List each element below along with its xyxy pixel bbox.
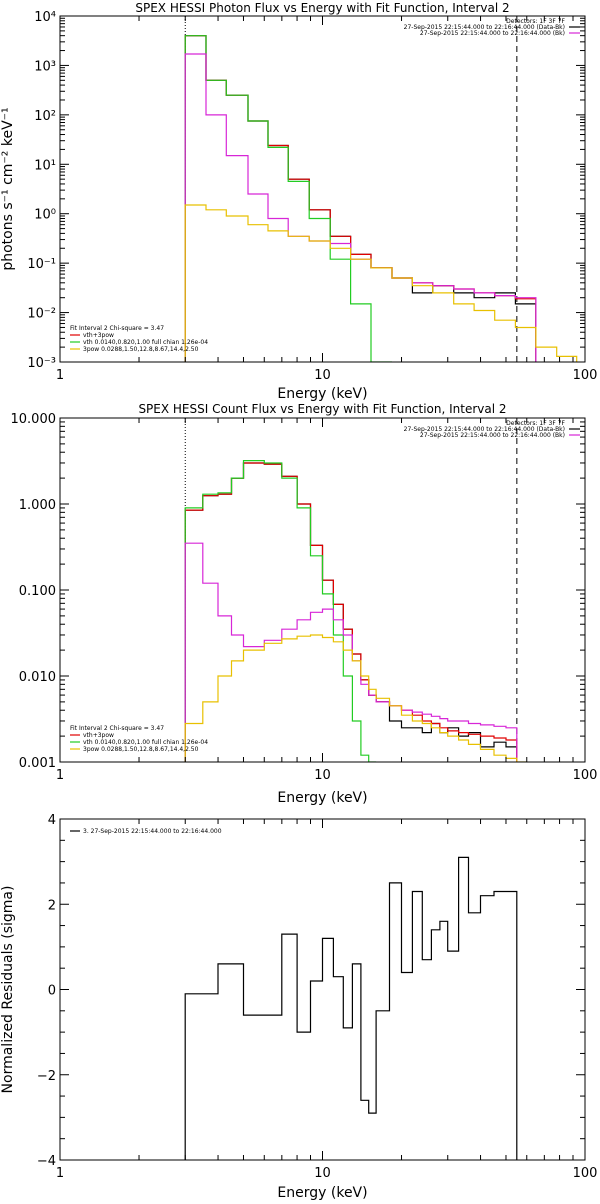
series-line-3 <box>184 53 537 362</box>
series-line-0 <box>184 462 518 762</box>
plot-frame <box>59 15 586 363</box>
y-tick-label: 10⁻² <box>27 307 56 322</box>
photon-flux-chart: 1 10 100 10⁻³ 10⁻² 10⁻¹ 10⁰ 10¹ 10² 10³ 10⁴ SPEX HE… <box>0 1 597 402</box>
y-tick-label: −2 <box>37 1069 56 1084</box>
x-axis-label: Energy (keV) <box>277 790 367 806</box>
info-line-2: 27-Sep-2015 22:15:44.000 to 22:16:44.000… <box>420 30 565 37</box>
x-tick-label: 100 <box>573 368 598 383</box>
legend-line-0: Fit Interval 2 Chi-square = 3.47 <box>70 325 164 332</box>
info-line-0: Detectors: 1F 3F 7F <box>506 18 565 25</box>
y-tick-label: 10² <box>34 109 56 124</box>
legend-line-2: vth 0.0140,0.820,1.00 full chian 1.26e-0… <box>83 339 208 346</box>
y-axis-label: Normalized Residuals (sigma) <box>0 886 16 1094</box>
series-line-2 <box>184 460 377 762</box>
x-tick-label: 1 <box>56 1166 64 1181</box>
y-tick-label: 0.010 <box>19 670 56 685</box>
legend-line-1: vth+3pow <box>83 332 114 339</box>
series-line-1 <box>184 462 518 762</box>
legend-line-3: 3pow 0.0288,1.50,12.8,8.67,14.4,2.50 <box>83 346 199 353</box>
series-line-4 <box>184 204 578 362</box>
legend-line-0: 3. 27-Sep-2015 22:15:44.000 to 22:16:44.… <box>83 828 222 835</box>
info-line-2: 27-Sep-2015 22:15:44.000 to 22:16:44.000… <box>420 432 565 439</box>
x-tick-label: 100 <box>573 1166 598 1181</box>
x-tick-label: 1 <box>56 768 64 783</box>
count-flux-chart: 1 10 100 0.001 0.010 0.100 1.000 10.000 SPEX HES… <box>11 402 598 806</box>
y-tick-label: 10⁰ <box>34 208 56 223</box>
y-tick-label: 10⁻³ <box>27 356 56 371</box>
chart-title: SPEX HESSI Count Flux vs Energy with Fit… <box>138 402 506 416</box>
residuals-chart: 1 10 100 −4 −2 0 2 4 Energy (keV) Normalized Resi… <box>0 813 598 1201</box>
x-tick-label: 100 <box>573 768 598 783</box>
y-tick-label: 10³ <box>34 59 56 74</box>
chart-title: SPEX HESSI Photon Flux vs Energy with Fi… <box>135 1 509 15</box>
x-tick-label: 10 <box>314 768 331 783</box>
legend-line-2: vth 0.0140,0.820,1.00 full chian 1.26e-0… <box>83 739 208 746</box>
y-tick-label: 10.000 <box>11 412 57 427</box>
series-line-0 <box>184 856 518 1160</box>
y-tick-label: 0.001 <box>19 756 56 771</box>
series-line-3 <box>184 542 518 762</box>
x-axis-label: Energy (keV) <box>277 1185 367 1200</box>
legend-line-3: 3pow 0.0288,1.50,12.8,8.67,14.4,2.50 <box>83 746 199 753</box>
x-axis-label: Energy (keV) <box>277 386 367 402</box>
y-tick-label: −4 <box>37 1154 56 1169</box>
info-line-0: Detectors: 1F 3F 7F <box>506 420 565 427</box>
plot-frame <box>59 818 586 1161</box>
series-line-2 <box>184 35 392 362</box>
y-tick-label: 10¹ <box>34 158 56 173</box>
y-tick-label: 10⁻¹ <box>27 257 56 272</box>
x-tick-label: 1 <box>56 368 64 383</box>
info-line-1: 27-Sep-2015 22:15:44.000 to 22:16:44.000… <box>404 426 565 433</box>
y-tick-label: 0 <box>48 984 56 999</box>
x-tick-label: 10 <box>314 368 331 383</box>
series-line-4 <box>184 634 527 762</box>
y-axis-label: photons s⁻¹ cm⁻² keV⁻¹ <box>0 107 16 270</box>
series-line-0 <box>184 35 537 362</box>
info-line-1: 27-Sep-2015 22:15:44.000 to 22:16:44.000… <box>404 24 565 31</box>
y-tick-label: 2 <box>48 898 56 913</box>
x-tick-label: 10 <box>314 1166 331 1181</box>
y-tick-label: 10⁴ <box>34 10 56 25</box>
legend-line-0: Fit Interval 2 Chi-square = 3.47 <box>70 725 164 732</box>
y-tick-label: 0.100 <box>19 584 56 599</box>
y-tick-label: 4 <box>48 813 56 828</box>
series-line-1 <box>184 35 537 362</box>
y-tick-label: 1.000 <box>19 498 56 513</box>
legend-line-1: vth+3pow <box>83 732 114 739</box>
